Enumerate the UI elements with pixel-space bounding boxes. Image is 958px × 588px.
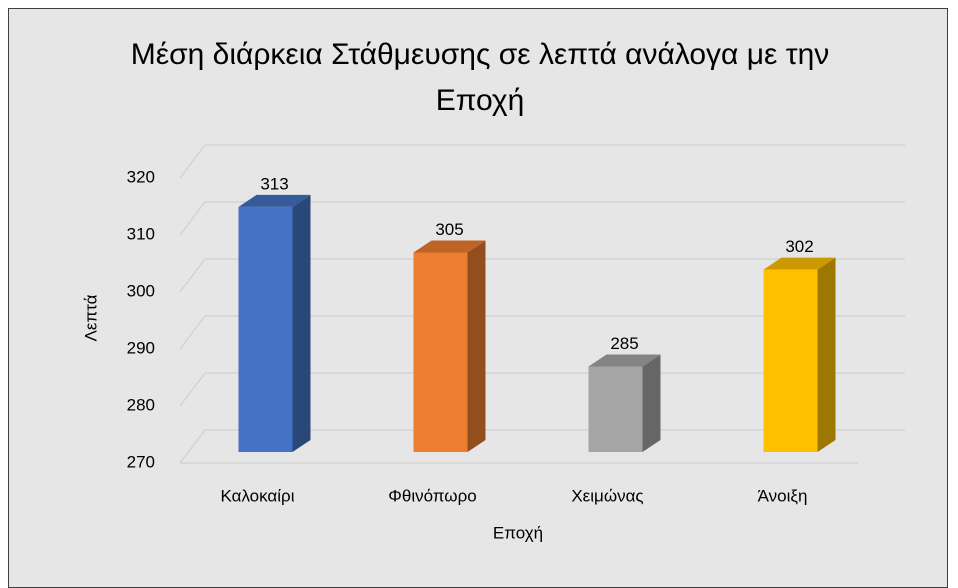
- bar: [238, 206, 293, 452]
- bar-top: [763, 257, 836, 270]
- grid-line: [179, 429, 905, 464]
- y-tick-label: 280: [127, 395, 155, 414]
- x-tick-label: Χειμώνας: [571, 486, 643, 505]
- bar: [413, 252, 468, 452]
- grid-line: [179, 315, 905, 350]
- bar-top: [413, 240, 486, 253]
- bar-side: [642, 354, 661, 452]
- y-tick-label: 320: [127, 167, 155, 186]
- bar-top: [238, 194, 311, 207]
- x-axis-title: Εποχή: [493, 523, 543, 542]
- bar-side: [817, 257, 836, 452]
- bar: [763, 269, 818, 452]
- y-tick-label: 290: [127, 338, 155, 357]
- y-tick-label: 300: [127, 281, 155, 300]
- value-label: 285: [610, 334, 638, 353]
- y-tick-label: 270: [127, 452, 155, 471]
- grid-line: [179, 201, 905, 236]
- value-label: 305: [435, 220, 463, 239]
- grid-line: [179, 144, 905, 179]
- x-tick-label: Φθινόπωρο: [388, 486, 476, 505]
- x-tick-label: Καλοκαίρι: [220, 486, 294, 505]
- value-label: 313: [260, 174, 288, 193]
- bar-top: [588, 354, 661, 367]
- chart-title: Μέση διάρκεια Στάθμευσης σε λεπτά ανάλογ…: [130, 38, 830, 117]
- y-tick-label: 310: [127, 224, 155, 243]
- bar: [588, 366, 643, 452]
- x-tick-label: Άνοιξη: [758, 486, 808, 505]
- bar-side: [467, 240, 486, 452]
- y-axis-title: Λεπτά: [81, 294, 100, 341]
- value-label: 302: [785, 237, 813, 256]
- bar-side: [292, 194, 311, 452]
- grid-line: [179, 258, 905, 293]
- grid-line: [179, 372, 905, 407]
